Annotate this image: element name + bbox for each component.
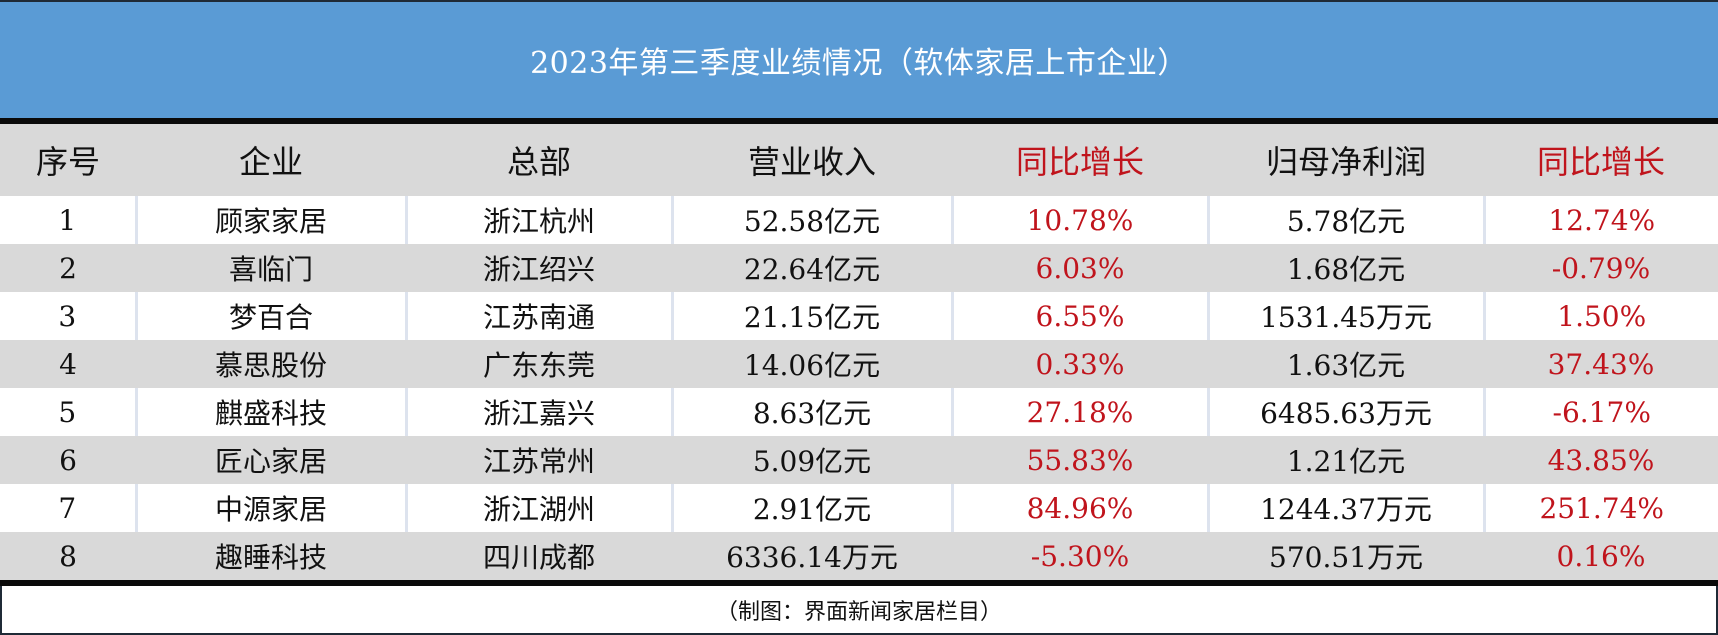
cell-revenue: 52.58亿元 [670,196,952,244]
cell-profit-growth: 12.74% [1482,196,1718,244]
cell-profit-growth: -6.17% [1482,388,1718,436]
cell-index: 4 [59,347,77,381]
cell-headquarters: 四川成都 [482,541,595,574]
bottom-divider [0,580,1718,586]
cell-company: 慕思股份 [214,349,327,382]
cell-revenue-growth: 10.78% [950,196,1208,244]
cell-company: 麒盛科技 [134,388,406,436]
top-divider [0,118,1718,124]
cell-net-profit: 1.21亿元 [1286,445,1406,478]
cell-revenue: 21.15亿元 [670,292,952,340]
header-index: 序号 [35,143,100,181]
cell-revenue-growth: 6.55% [950,292,1208,340]
cell-index: 2 [59,251,77,285]
table-row: 3 梦百合 江苏南通 21.15亿元 6.55% 1531.45万元 1.50% [0,292,1718,340]
header-company: 企业 [238,143,303,181]
cell-revenue: 2.91亿元 [670,484,952,532]
cell-profit-growth: 43.85% [1547,443,1655,477]
cell-company: 顾家家居 [134,196,406,244]
cell-profit-growth: 1.50% [1482,292,1718,340]
cell-company: 喜临门 [228,253,313,286]
table-row: 6 匠心家居 江苏常州 5.09亿元 55.83% 1.21亿元 43.85% [0,436,1718,484]
cell-headquarters: 浙江杭州 [404,196,672,244]
header-headquarters: 总部 [506,143,571,181]
cell-net-profit: 570.51万元 [1269,541,1423,574]
cell-revenue-growth: 0.33% [1035,347,1125,381]
cell-revenue-growth: 27.18% [950,388,1208,436]
header-revenue: 营业收入 [747,143,876,181]
cell-profit-growth: 0.16% [1556,539,1646,573]
title-bar: 2023年第三季度业绩情况（软体家居上市企业） [0,0,1718,118]
table-row: 8 趣睡科技 四川成都 6336.14万元 -5.30% 570.51万元 0.… [0,532,1718,580]
cell-company: 趣睡科技 [214,541,327,574]
cell-revenue-growth: 84.96% [950,484,1208,532]
cell-index: 6 [59,443,77,477]
table-row: 1 顾家家居 浙江杭州 52.58亿元 10.78% 5.78亿元 12.74% [0,196,1718,244]
cell-revenue: 6336.14万元 [726,541,898,574]
cell-index: 7 [58,491,77,525]
cell-revenue: 8.63亿元 [670,388,952,436]
cell-net-profit: 5.78亿元 [1206,196,1484,244]
table-row: 5 麒盛科技 浙江嘉兴 8.63亿元 27.18% 6485.63万元 -6.1… [0,388,1718,436]
cell-headquarters: 广东东莞 [482,349,595,382]
cell-net-profit: 1.63亿元 [1286,349,1406,382]
earnings-table: 序号 企业 总部 营业收入 同比增长 归母净利润 同比增长 1 顾家家居 浙江杭… [0,124,1718,580]
cell-headquarters: 浙江绍兴 [482,253,595,286]
cell-revenue: 14.06亿元 [743,349,881,382]
cell-headquarters: 浙江湖州 [404,484,672,532]
cell-profit-growth: 251.74% [1482,484,1718,532]
cell-revenue: 5.09亿元 [752,445,872,478]
header-profit-growth: 同比增长 [1536,143,1665,181]
cell-net-profit: 6485.63万元 [1206,388,1484,436]
cell-revenue: 22.64亿元 [743,253,881,286]
cell-profit-growth: 37.43% [1547,347,1655,381]
cell-index: 8 [59,539,77,573]
cell-net-profit: 1.68亿元 [1286,253,1406,286]
cell-index: 3 [58,299,77,333]
cell-index: 1 [58,203,77,237]
table-row: 4 慕思股份 广东东莞 14.06亿元 0.33% 1.63亿元 37.43% [0,340,1718,388]
header-row: 序号 企业 总部 营业收入 同比增长 归母净利润 同比增长 [0,124,1718,196]
cell-net-profit: 1531.45万元 [1206,292,1484,340]
table-body: 1 顾家家居 浙江杭州 52.58亿元 10.78% 5.78亿元 12.74%… [0,196,1718,580]
table-header: 序号 企业 总部 营业收入 同比增长 归母净利润 同比增长 [0,124,1718,196]
cell-company: 匠心家居 [214,445,327,478]
cell-headquarters: 浙江嘉兴 [404,388,672,436]
cell-net-profit: 1244.37万元 [1206,484,1484,532]
cell-company: 中源家居 [134,484,406,532]
source-caption: （制图：界面新闻家居栏目） [0,586,1718,635]
cell-headquarters: 江苏常州 [482,445,595,478]
cell-company: 梦百合 [134,292,406,340]
cell-revenue-growth: -5.30% [1030,539,1130,573]
header-revenue-growth: 同比增长 [1015,143,1144,181]
cell-profit-growth: -0.79% [1551,251,1651,285]
header-net-profit: 归母净利润 [1265,143,1426,181]
table-row: 2 喜临门 浙江绍兴 22.64亿元 6.03% 1.68亿元 -0.79% [0,244,1718,292]
cell-revenue-growth: 6.03% [1035,251,1125,285]
cell-index: 5 [58,395,77,429]
cell-revenue-growth: 55.83% [1026,443,1134,477]
cell-headquarters: 江苏南通 [404,292,672,340]
table-row: 7 中源家居 浙江湖州 2.91亿元 84.96% 1244.37万元 251.… [0,484,1718,532]
table-title: 2023年第三季度业绩情况（软体家居上市企业） [530,46,1188,81]
